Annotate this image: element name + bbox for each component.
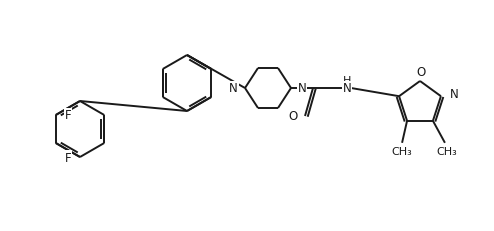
Text: O: O [289,110,298,123]
Text: N: N [298,82,307,95]
Text: N: N [343,82,351,95]
Text: O: O [416,66,426,79]
Text: H: H [343,76,351,86]
Text: F: F [65,109,71,122]
Text: F: F [64,151,71,164]
Text: CH₃: CH₃ [437,146,457,156]
Text: N: N [229,82,238,95]
Text: CH₃: CH₃ [392,146,412,156]
Text: N: N [450,87,458,100]
